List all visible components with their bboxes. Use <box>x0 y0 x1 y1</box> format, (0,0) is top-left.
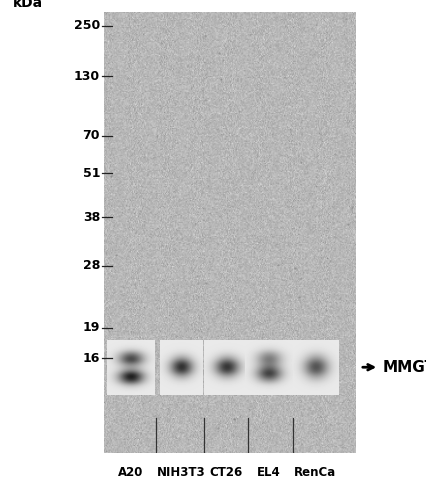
Text: 70: 70 <box>83 129 100 142</box>
Text: EL4: EL4 <box>257 466 281 479</box>
Text: 19: 19 <box>83 321 100 334</box>
Text: 38: 38 <box>83 211 100 224</box>
Text: 16: 16 <box>83 352 100 365</box>
Text: 250: 250 <box>74 19 100 32</box>
Text: NIH3T3: NIH3T3 <box>157 466 205 479</box>
Text: 130: 130 <box>74 70 100 83</box>
Text: kDa: kDa <box>13 0 43 10</box>
Text: 28: 28 <box>83 259 100 272</box>
Text: 51: 51 <box>83 167 100 180</box>
Text: MMGT1: MMGT1 <box>383 360 426 374</box>
Text: CT26: CT26 <box>210 466 243 479</box>
Text: A20: A20 <box>118 466 144 479</box>
Text: RenCa: RenCa <box>294 466 337 479</box>
